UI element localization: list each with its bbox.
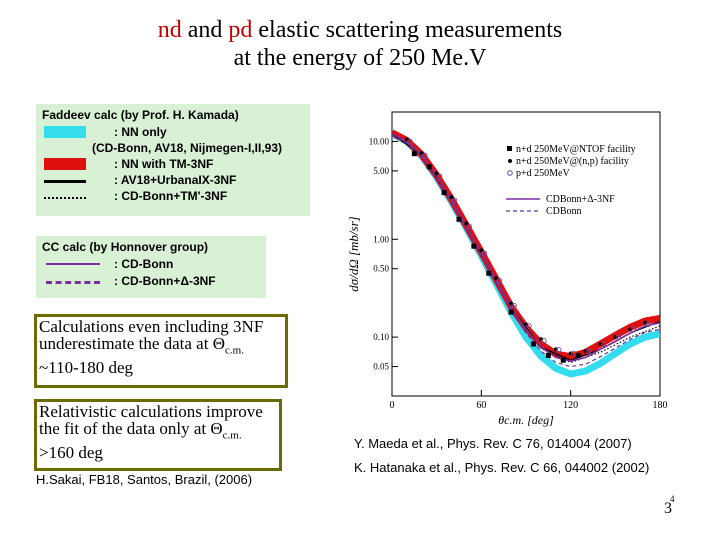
cc-legend-header: CC calc (by Honnover group) (42, 240, 209, 254)
reference-1: Y. Maeda et al., Phys. Rev. C 76, 014004… (354, 436, 632, 451)
legend-label-0: n+d 250MeV@NTOF facility (516, 144, 636, 155)
title-rest: elastic scattering measurements (252, 17, 563, 43)
black-dotted-swatch (44, 197, 86, 199)
page-title: nd and pd elastic scattering measurement… (0, 16, 720, 72)
reference-2: K. Hatanaka et al., Phys. Rev. C 66, 044… (354, 460, 650, 475)
point-pd-2 (436, 173, 443, 180)
series-line-solid-0 (392, 132, 660, 362)
cc-legend: CC calc (by Honnover group) : CD-Bonn : … (36, 236, 266, 298)
legend-label-2: p+d 250MeV (516, 168, 570, 179)
point-ntof-7 (530, 341, 536, 347)
legend-marker-1 (508, 159, 512, 163)
series-line-black-dotted-0 (392, 133, 660, 364)
faddeev-item-tmprime: : CD-Bonn+TM'-3NF (114, 189, 228, 203)
note2-sub: c.m. (222, 429, 242, 442)
note1-range: ~110-180 deg (39, 358, 134, 378)
black-solid-swatch (44, 180, 86, 183)
y-tick-label-3: 0.50 (373, 264, 389, 274)
title-pd: pd (228, 17, 253, 43)
note2-text: Relativistic calculations improve the fi… (39, 402, 263, 438)
title-line2: at the energy of 250 Me.V (233, 45, 487, 71)
y-axis-label: dσ/dΩ [mb/sr] (346, 216, 361, 291)
page-number-value: 3 (664, 500, 672, 517)
note-3nf-underestimate: Calculations even including 3NF underest… (34, 314, 288, 388)
point-pd-12 (585, 348, 592, 354)
plot-frame (391, 111, 661, 397)
page-number-small: 4 (670, 494, 675, 504)
legend-marker-2 (507, 170, 513, 176)
purple-solid-swatch (46, 263, 100, 265)
citation: H.Sakai, FB18, Santos, Brazil, (2006) (36, 472, 253, 487)
point-ntof-0 (411, 151, 417, 157)
point-ntof-6 (508, 309, 514, 315)
y-tick-label-0: 10.00 (369, 136, 390, 146)
faddeev-item-urbana: : AV18+UrbanaIX-3NF (114, 173, 237, 187)
y-tick-label-2: 1.00 (373, 234, 389, 244)
point-pd-16 (645, 321, 651, 328)
point-pd-9 (541, 337, 547, 344)
faddeev-legend: Faddeev calc (by Prof. H. Kamada) : NN o… (36, 104, 310, 216)
point-ntof-1 (426, 164, 432, 170)
cyan-band-swatch (44, 126, 86, 138)
point-ntof-2 (441, 190, 447, 196)
series-line-dashed-0 (392, 134, 660, 368)
point-pd-3 (451, 197, 458, 204)
point-ntof-10 (575, 352, 581, 358)
x-axis-label: θc.m. [deg] (498, 413, 554, 427)
x-tick-label-2: 120 (563, 400, 578, 411)
title-nd: nd (157, 17, 182, 43)
plot-layer: 10.00 5.00 1.00 0.50 0.10 0.05 0 60 120 180 θc.m. … (346, 111, 668, 427)
title-and: and (181, 17, 229, 43)
y-tick-label-5: 0.05 (373, 362, 389, 372)
legend-label-1: n+d 250MeV@(n,p) facility (516, 156, 629, 167)
point-pd-5 (481, 250, 488, 256)
point-ntof-5 (486, 270, 492, 276)
x-tick-label-0: 0 (390, 400, 395, 411)
point-ntof-4 (471, 243, 477, 249)
y-tick-label-4: 0.10 (373, 332, 389, 342)
legend-label-4: CDBonn (546, 206, 582, 217)
point-pd-1 (422, 152, 428, 159)
point-np-4 (464, 221, 469, 226)
point-pd-4 (466, 223, 473, 230)
point-pd-8 (526, 323, 532, 329)
point-ntof-9 (560, 357, 566, 363)
legend-label-3: CDBonn+Δ-3NF (546, 194, 615, 205)
note1-sub: c.m. (224, 344, 244, 357)
note1-text: Calculations even including 3NF underest… (39, 317, 264, 353)
point-pd-14 (615, 334, 622, 340)
x-tick-label-1: 60 (476, 400, 486, 411)
faddeev-item-nn-only: : NN only (114, 125, 167, 139)
red-band-swatch (44, 158, 86, 170)
legend-marker-0 (507, 146, 512, 151)
x-tick-label-3: 180 (653, 400, 668, 411)
point-pd-6 (496, 277, 502, 284)
point-pd-13 (600, 341, 607, 347)
faddeev-item-potentials: (CD-Bonn, AV18, Nijmegen-I,II,93) (92, 141, 283, 155)
point-ntof-8 (545, 352, 551, 358)
faddeev-legend-header: Faddeev calc (by Prof. H. Kamada) (42, 108, 239, 122)
cc-item-cdbonn-delta: : CD-Bonn+Δ-3NF (114, 274, 216, 288)
point-pd-11 (570, 350, 577, 357)
point-np-3 (449, 195, 454, 200)
y-tick-label-1: 5.00 (373, 166, 389, 176)
cross-section-chart: 10.00 5.00 1.00 0.50 0.10 0.05 0 60 120 180 θc.m. … (346, 111, 668, 427)
point-pd-10 (556, 347, 562, 353)
cc-item-cdbonn: : CD-Bonn (114, 257, 174, 271)
faddeev-item-tm3nf: : NN with TM-3NF (114, 157, 214, 171)
note-relativistic: Relativistic calculations improve the fi… (34, 399, 282, 471)
point-pd-15 (630, 326, 636, 333)
purple-dashed-swatch (46, 281, 100, 284)
point-pd-0 (407, 138, 413, 145)
note2-range: >160 deg (39, 443, 103, 463)
point-ntof-3 (456, 216, 462, 222)
point-np-1 (419, 151, 424, 156)
point-pd-7 (511, 302, 517, 309)
